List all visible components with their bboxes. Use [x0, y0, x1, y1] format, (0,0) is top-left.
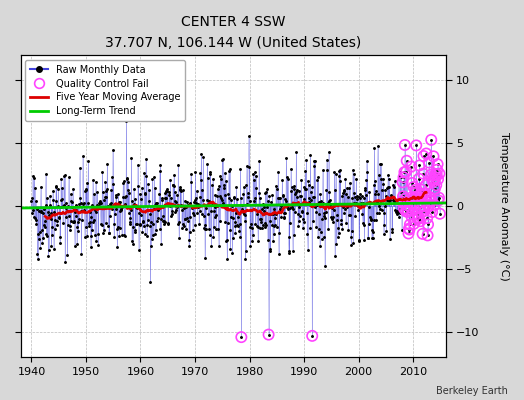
- Point: [237, 334, 246, 340]
- Point: [434, 176, 442, 182]
- Point: [416, 204, 424, 210]
- Point: [265, 332, 273, 338]
- Point: [414, 214, 422, 220]
- Point: [435, 210, 444, 217]
- Point: [406, 204, 414, 210]
- Y-axis label: Temperature Anomaly (°C): Temperature Anomaly (°C): [499, 132, 509, 280]
- Point: [425, 202, 433, 208]
- Point: [421, 194, 429, 200]
- Point: [429, 179, 437, 185]
- Point: [399, 193, 407, 200]
- Point: [425, 194, 434, 200]
- Point: [417, 209, 425, 216]
- Legend: Raw Monthly Data, Quality Control Fail, Five Year Moving Average, Long-Term Tren: Raw Monthly Data, Quality Control Fail, …: [26, 60, 185, 121]
- Point: [431, 186, 439, 192]
- Point: [424, 221, 432, 228]
- Point: [432, 182, 440, 188]
- Point: [428, 198, 436, 204]
- Point: [420, 203, 428, 209]
- Point: [411, 194, 419, 200]
- Point: [433, 166, 441, 173]
- Point: [410, 194, 419, 201]
- Point: [401, 208, 410, 214]
- Point: [308, 333, 316, 339]
- Point: [412, 142, 420, 149]
- Point: [432, 171, 441, 178]
- Point: [430, 202, 439, 208]
- Point: [413, 215, 422, 221]
- Point: [430, 176, 438, 182]
- Point: [398, 179, 407, 186]
- Point: [423, 215, 431, 221]
- Point: [407, 194, 415, 201]
- Point: [418, 231, 427, 237]
- Point: [398, 198, 406, 205]
- Point: [409, 200, 417, 206]
- Point: [405, 226, 413, 232]
- Point: [400, 205, 408, 212]
- Point: [417, 192, 425, 198]
- Point: [434, 197, 443, 204]
- Point: [402, 168, 410, 175]
- Point: [401, 196, 410, 202]
- Point: [433, 161, 442, 167]
- Point: [419, 153, 428, 159]
- Point: [404, 207, 412, 214]
- Point: [423, 232, 432, 238]
- Point: [408, 214, 416, 220]
- Point: [429, 177, 437, 184]
- Point: [411, 190, 420, 196]
- Point: [422, 182, 430, 188]
- Point: [405, 230, 413, 237]
- Point: [406, 221, 414, 228]
- Point: [408, 180, 417, 186]
- Point: [426, 198, 434, 204]
- Point: [420, 208, 429, 214]
- Point: [413, 211, 421, 217]
- Point: [424, 204, 433, 210]
- Point: [410, 220, 418, 227]
- Point: [418, 192, 427, 198]
- Point: [399, 174, 408, 180]
- Point: [400, 169, 409, 175]
- Point: [429, 153, 438, 160]
- Point: [419, 170, 427, 177]
- Point: [401, 142, 409, 148]
- Title: CENTER 4 SSW
37.707 N, 106.144 W (United States): CENTER 4 SSW 37.707 N, 106.144 W (United…: [105, 15, 361, 50]
- Point: [425, 159, 433, 166]
- Point: [411, 187, 420, 193]
- Point: [403, 202, 411, 208]
- Point: [435, 194, 443, 201]
- Text: Berkeley Earth: Berkeley Earth: [436, 386, 508, 396]
- Point: [402, 158, 411, 164]
- Point: [418, 186, 426, 193]
- Point: [422, 192, 431, 199]
- Point: [427, 137, 435, 143]
- Point: [408, 200, 417, 206]
- Point: [409, 184, 418, 190]
- Point: [427, 172, 435, 178]
- Point: [412, 202, 421, 208]
- Point: [431, 171, 440, 177]
- Point: [416, 218, 424, 224]
- Point: [421, 190, 430, 196]
- Point: [435, 170, 444, 177]
- Point: [414, 216, 423, 222]
- Point: [415, 176, 423, 182]
- Point: [405, 226, 413, 233]
- Point: [432, 174, 440, 181]
- Point: [428, 209, 436, 215]
- Point: [403, 209, 412, 215]
- Point: [422, 150, 430, 157]
- Point: [415, 162, 423, 169]
- Point: [407, 163, 416, 170]
